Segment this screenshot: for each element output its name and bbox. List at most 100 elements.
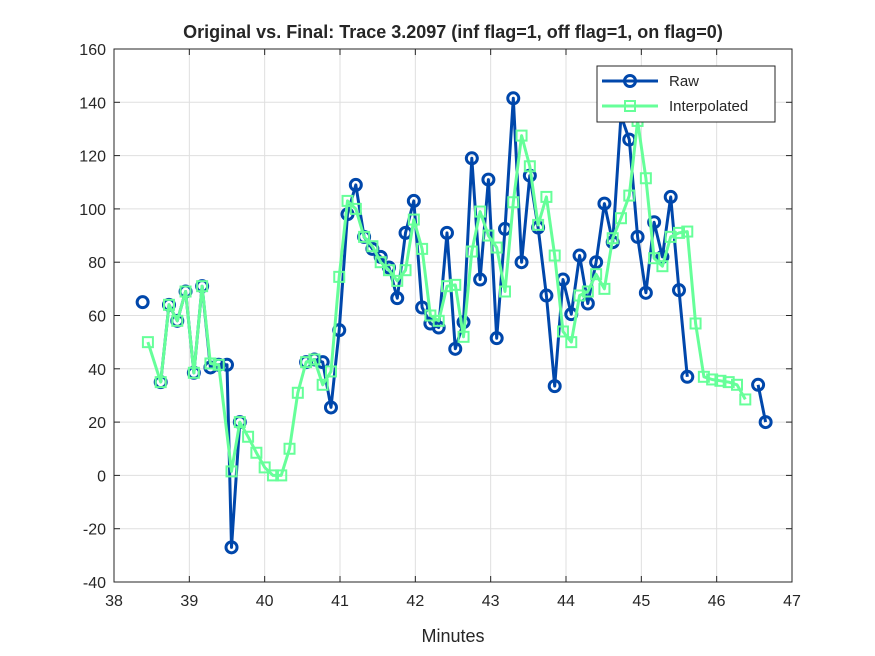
data-point-interpolated (141, 336, 154, 349)
x-tick-label: 44 (557, 593, 575, 610)
data-point-interpolated (656, 260, 669, 273)
data-point-interpolated (242, 430, 255, 443)
x-tick-label: 43 (482, 593, 500, 610)
data-point-raw (647, 215, 662, 230)
data-point-interpolated (681, 225, 694, 238)
data-point-interpolated (623, 189, 636, 202)
legend-label-interpolated: Interpolated (669, 98, 748, 115)
data-point-interpolated (250, 446, 263, 459)
data-point-interpolated (179, 285, 192, 298)
data-point-raw (506, 91, 521, 106)
y-tick-label: 20 (88, 415, 106, 432)
data-point-interpolated (358, 230, 371, 243)
data-point-interpolated (474, 205, 487, 218)
data-point-interpolated (233, 416, 246, 429)
data-point-raw (489, 331, 504, 346)
data-point-raw (514, 255, 529, 270)
y-tick-label: 140 (79, 95, 106, 112)
data-point-interpolated (225, 465, 238, 478)
data-point-interpolated (565, 336, 578, 349)
data-point-interpolated (507, 196, 520, 209)
data-point-raw (464, 151, 479, 166)
data-point-raw (597, 196, 612, 211)
ticks: 38 39 40 41 42 43 44 45 46 47 -40 -20 0 20 40 60 80 100 12… (79, 42, 801, 610)
data-point-interpolated (416, 242, 429, 255)
data-point-interpolated (498, 285, 511, 298)
data-point-interpolated (490, 241, 503, 254)
y-tick-label: 60 (88, 309, 106, 326)
data-point-raw (415, 300, 430, 315)
data-point-raw (448, 341, 463, 356)
legend-marker-raw (623, 74, 637, 88)
series-interpolated (141, 114, 752, 482)
data-point-raw (672, 283, 686, 298)
y-tick-label: 40 (88, 362, 106, 379)
data-point-interpolated (673, 226, 685, 239)
data-point-raw (315, 355, 330, 370)
y-tick-label: 80 (88, 255, 106, 272)
y-tick-label: 120 (79, 149, 106, 166)
data-point-interpolated (548, 249, 561, 262)
data-point-interpolated (449, 278, 462, 291)
x-tick-label: 46 (708, 593, 726, 610)
data-point-interpolated (523, 160, 536, 173)
chart-title: Original vs. Final: Trace 3.2097 (inf fl… (183, 22, 723, 42)
data-point-interpolated (722, 376, 735, 389)
data-point-raw (406, 193, 421, 208)
data-point-raw (390, 291, 405, 306)
data-point-interpolated (171, 314, 184, 327)
data-point-interpolated (697, 370, 710, 383)
data-point-interpolated (532, 218, 545, 231)
y-tick-label: 160 (79, 42, 106, 59)
x-tick-label: 47 (783, 593, 801, 610)
data-point-interpolated (590, 268, 603, 281)
data-point-interpolated (308, 353, 321, 366)
data-point-interpolated (573, 289, 586, 302)
data-point-interpolated (391, 274, 404, 287)
data-point-interpolated (283, 442, 296, 455)
data-point-interpolated (664, 230, 677, 243)
data-point-interpolated (515, 129, 528, 142)
data-point-raw (348, 177, 363, 192)
data-point-raw (663, 189, 678, 204)
data-point-interpolated (154, 376, 167, 389)
data-point-interpolated (731, 378, 744, 391)
data-point-raw (220, 357, 234, 372)
data-point-raw (473, 272, 488, 287)
y-tick-label: 0 (97, 468, 106, 485)
data-point-interpolated (432, 314, 445, 327)
data-point-interpolated (714, 374, 727, 387)
legend: Raw Interpolated (596, 65, 776, 123)
data-point-interpolated (316, 378, 329, 391)
data-point-interpolated (399, 264, 412, 277)
data-point-interpolated (291, 386, 304, 399)
data-point-interpolated (556, 325, 569, 338)
data-point-interpolated (639, 172, 652, 185)
data-point-raw (135, 295, 150, 310)
data-point-raw (224, 540, 239, 555)
data-point-interpolated (300, 356, 313, 369)
data-point-interpolated (465, 245, 478, 258)
data-point-interpolated (482, 229, 495, 242)
data-point-interpolated (333, 270, 346, 283)
data-point-interpolated (366, 240, 379, 253)
data-point-interpolated (349, 202, 362, 215)
x-axis-label: Minutes (421, 626, 484, 646)
data-point-raw (572, 248, 587, 263)
x-tick-label: 41 (331, 593, 349, 610)
data-point-raw (680, 369, 695, 384)
y-tick-label: -40 (83, 575, 106, 592)
data-point-interpolated (187, 366, 200, 379)
x-tick-label: 42 (406, 593, 424, 610)
data-point-interpolated (648, 252, 661, 265)
data-point-raw (547, 379, 562, 394)
data-point-interpolated (374, 256, 387, 269)
data-point-raw (630, 229, 645, 244)
data-point-interpolated (407, 213, 420, 226)
legend-marker-interpolated (624, 100, 636, 112)
data-point-raw (323, 400, 338, 415)
data-point-interpolated (739, 393, 752, 406)
data-point-raw (539, 288, 554, 303)
data-point-interpolated (606, 232, 619, 245)
